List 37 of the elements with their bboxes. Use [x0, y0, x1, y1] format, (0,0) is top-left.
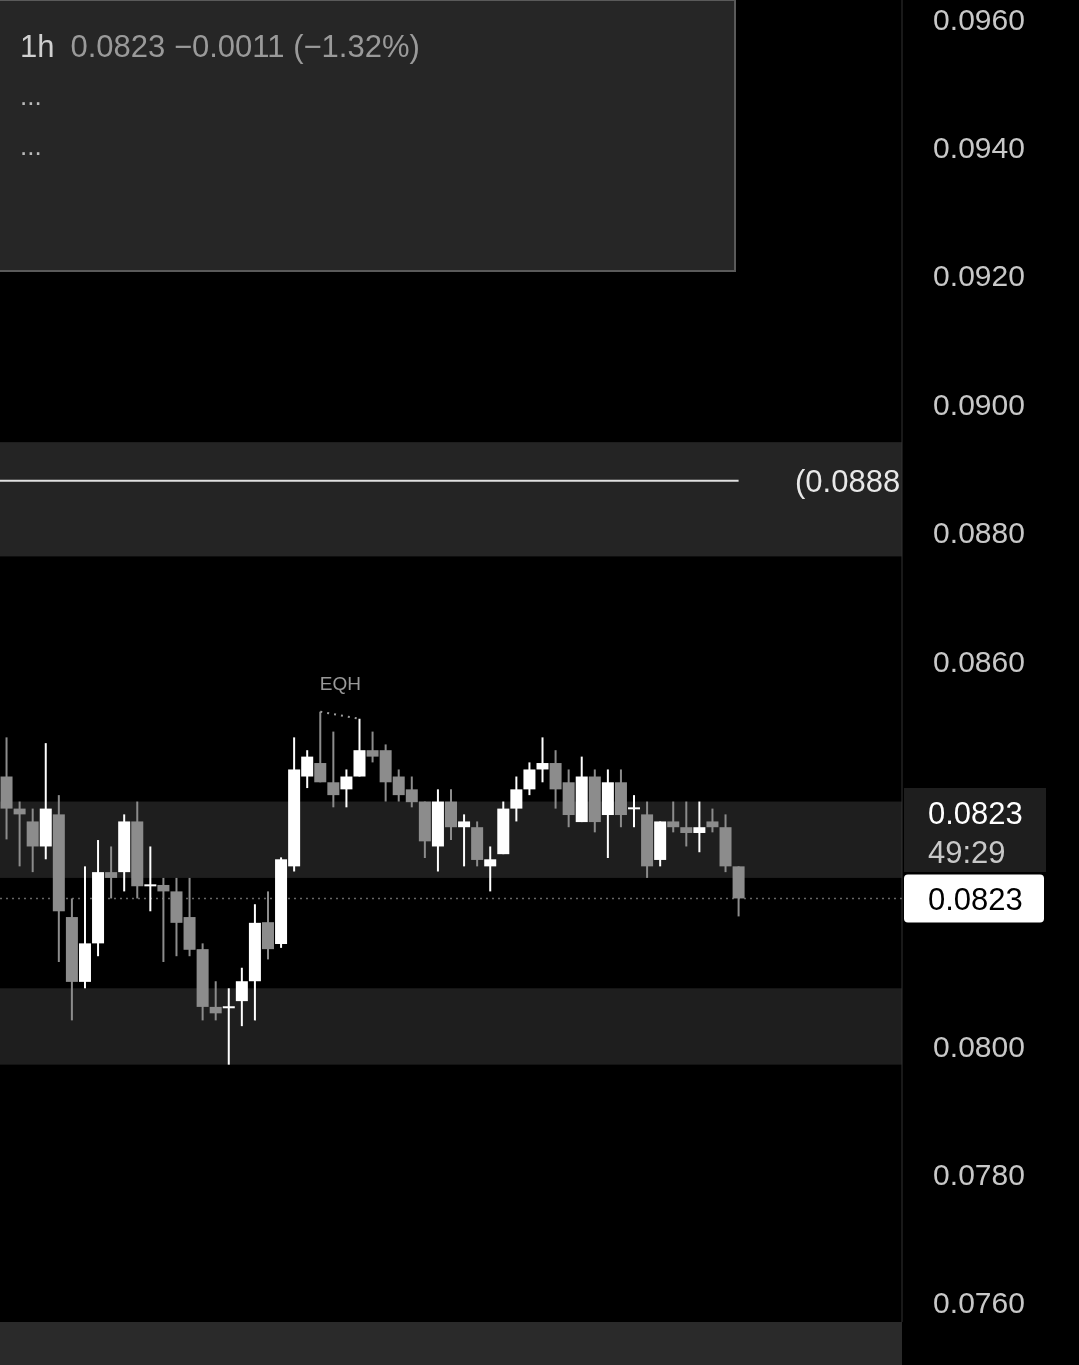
annotation: EQH	[319, 672, 362, 694]
text: 0.0823 −0.0011 (−1.32%)	[70, 29, 420, 64]
candlestick	[523, 761, 536, 797]
y-tick-label: 0.0920	[933, 259, 1025, 293]
annotation: ...	[20, 131, 42, 161]
candlestick	[680, 800, 693, 848]
ref-line-label: 0.0823	[928, 881, 1023, 917]
candlestick	[706, 807, 719, 834]
candlestick	[144, 845, 157, 913]
y-tick-label: 0.0960	[933, 2, 1025, 36]
text: 49:29	[928, 835, 1006, 870]
candlestick	[327, 730, 340, 809]
candlestick	[484, 845, 497, 893]
candlestick	[157, 876, 170, 963]
y-tick-label: 0.0940	[933, 131, 1025, 165]
candlestick	[222, 987, 235, 1066]
candlestick	[667, 800, 680, 834]
candlestick	[314, 710, 327, 784]
y-tick-label: 0.0780	[933, 1157, 1025, 1191]
y-tick-label: 0.0800	[933, 1029, 1025, 1063]
candlestick	[235, 966, 248, 1028]
y-tick-label: 0.0860	[933, 644, 1025, 678]
y-tick-label: 0.0760	[933, 1286, 1025, 1320]
y-tick-label: 0.0880	[933, 516, 1025, 550]
text: 0.0823	[928, 796, 1023, 831]
candlestick	[628, 794, 641, 829]
text: 1h	[20, 29, 55, 64]
ref-line-label: (0.0888	[795, 463, 901, 499]
candlestick	[458, 813, 471, 868]
annotation: ...	[20, 81, 42, 111]
candlestick	[105, 845, 118, 900]
candlestick	[693, 800, 706, 854]
y-tick-label: 0.0900	[933, 387, 1025, 421]
candlestick	[340, 768, 353, 809]
candlestick	[510, 775, 523, 823]
candlestick	[209, 980, 222, 1022]
candlestick	[536, 736, 549, 784]
